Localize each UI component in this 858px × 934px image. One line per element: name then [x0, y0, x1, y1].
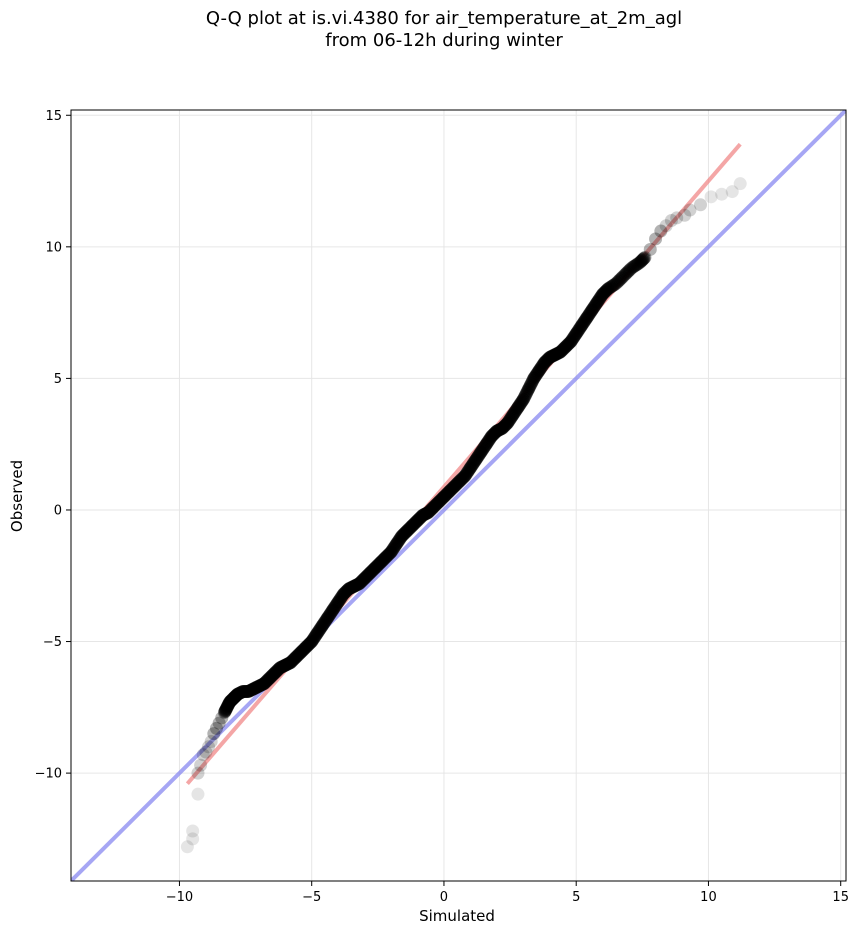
data-point [617, 269, 631, 283]
data-point [629, 258, 643, 272]
data-point [207, 727, 221, 741]
identity-line [71, 110, 846, 881]
data-point [627, 259, 641, 273]
data-point [180, 840, 194, 854]
data-point [612, 274, 626, 288]
chart-title-line-2: from 06-12h during winter [325, 30, 563, 51]
data-point [633, 256, 647, 270]
x-tick-label: −10 [166, 890, 193, 905]
data-point [218, 705, 232, 719]
data-points [180, 177, 747, 854]
x-tick-label: 5 [572, 890, 580, 905]
data-point [217, 706, 231, 720]
data-point [625, 261, 639, 275]
data-point [664, 214, 678, 228]
y-tick-label: −5 [43, 635, 62, 650]
data-point [516, 392, 530, 406]
data-point [221, 699, 235, 713]
data-point [609, 277, 623, 291]
y-axis-label: Observed [8, 460, 26, 532]
data-point [191, 766, 205, 780]
data-point [637, 251, 651, 265]
data-point [194, 758, 208, 772]
data-point [619, 266, 633, 280]
data-point [670, 211, 684, 225]
data-point [630, 257, 644, 271]
x-tick-label: −5 [302, 890, 321, 905]
plot-frame [70, 109, 847, 882]
data-point [635, 253, 649, 267]
x-axis-label: Simulated [419, 907, 495, 925]
y-tick-label: 5 [54, 372, 62, 387]
reference-lines [71, 110, 846, 881]
data-point [202, 740, 216, 754]
data-point [220, 701, 234, 715]
data-point [209, 721, 223, 735]
data-point [196, 748, 210, 762]
data-point [212, 716, 226, 730]
data-point [608, 278, 622, 292]
data-point [186, 824, 200, 838]
data-point [610, 275, 624, 289]
data-point [613, 273, 627, 287]
data-point [733, 177, 747, 191]
grid-lines [71, 110, 846, 881]
data-point [602, 281, 616, 295]
data-point [634, 254, 648, 268]
data-point [601, 282, 615, 296]
data-point [218, 704, 232, 718]
y-axis-ticks: −10 −5 0 5 10 15 [35, 109, 71, 782]
data-point [215, 711, 229, 725]
data-point [634, 255, 648, 269]
data-point [636, 252, 650, 266]
data-point [618, 267, 632, 281]
data-point [643, 242, 657, 256]
y-tick-label: 15 [45, 109, 62, 124]
data-point [220, 699, 234, 713]
y-tick-label: −10 [35, 767, 62, 782]
data-point [654, 224, 668, 238]
data-point [614, 271, 628, 285]
data-point [191, 787, 205, 801]
data-point [683, 203, 697, 217]
data-point [615, 270, 629, 284]
data-point [522, 382, 536, 396]
data-point [725, 185, 739, 199]
data-point [186, 832, 200, 846]
data-point [678, 208, 692, 222]
x-tick-label: 10 [700, 890, 717, 905]
data-point [622, 264, 636, 278]
chart-title-line-1: Q-Q plot at is.vi.4380 for air_temperatu… [205, 8, 683, 29]
data-point [694, 198, 708, 212]
data-point [649, 232, 663, 246]
data-point [606, 278, 620, 292]
x-axis-ticks: −10 −5 0 5 10 15 [166, 881, 849, 905]
data-point [621, 265, 635, 279]
data-point [219, 702, 233, 716]
x-tick-label: 15 [832, 890, 849, 905]
chart-title: Q-Q plot at is.vi.4380 for air_temperatu… [0, 8, 858, 52]
y-tick-label: 0 [54, 503, 62, 518]
data-point [199, 745, 213, 759]
data-point [704, 190, 718, 204]
data-point [219, 703, 233, 717]
data-point [638, 250, 652, 264]
data-point [623, 262, 637, 276]
data-point [659, 219, 673, 233]
data-point [626, 260, 640, 274]
data-point [604, 280, 618, 294]
data-point [204, 735, 218, 749]
y-tick-label: 10 [45, 240, 62, 255]
data-point [605, 279, 619, 293]
data-point [631, 256, 645, 270]
x-tick-label: 0 [440, 890, 448, 905]
data-point [715, 187, 729, 201]
data-point [220, 700, 234, 714]
